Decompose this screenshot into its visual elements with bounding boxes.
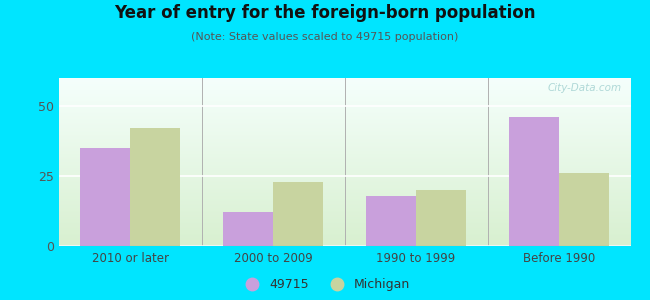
- Bar: [80, 148, 130, 246]
- Bar: [509, 117, 559, 246]
- Bar: [366, 196, 416, 246]
- Bar: [559, 173, 609, 246]
- Legend: 49715, Michigan: 49715, Michigan: [237, 276, 413, 294]
- Bar: [416, 190, 466, 246]
- Text: (Note: State values scaled to 49715 population): (Note: State values scaled to 49715 popu…: [191, 32, 459, 41]
- Text: City-Data.com: City-Data.com: [548, 83, 622, 93]
- Bar: [223, 212, 273, 246]
- Bar: [273, 182, 323, 246]
- Bar: [130, 128, 180, 246]
- Text: Year of entry for the foreign-born population: Year of entry for the foreign-born popul…: [114, 4, 536, 22]
